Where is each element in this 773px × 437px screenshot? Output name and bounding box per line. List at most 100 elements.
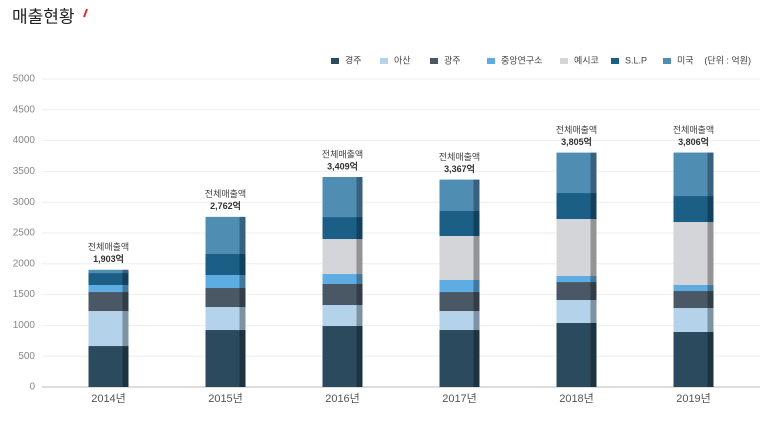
bar-segment — [322, 305, 363, 327]
bar-segment — [673, 308, 714, 332]
y-tick-label: 500 — [18, 351, 35, 362]
bar-shade — [707, 291, 714, 309]
bar-segment — [88, 273, 129, 285]
legend-swatch — [560, 58, 568, 64]
y-tick-label: 3000 — [13, 197, 36, 208]
x-tick-label: 2015년 — [208, 392, 243, 405]
bar-segment — [322, 217, 363, 240]
unit-label: (단위 : 억원) — [704, 54, 751, 65]
bar-shade — [356, 274, 363, 285]
bar-shade — [122, 269, 129, 274]
legend-label: 광주 — [444, 54, 461, 65]
bar-segment — [439, 179, 480, 212]
bar-segment — [673, 284, 714, 292]
bar-shade — [122, 273, 129, 285]
bar-shade — [239, 307, 246, 331]
bar-segment — [205, 275, 246, 289]
legend-label: 미국 — [677, 55, 694, 65]
x-tick-label: 2016년 — [325, 392, 360, 405]
bar-shade — [239, 254, 246, 276]
bar-segment — [88, 269, 129, 274]
bar-segment — [439, 236, 480, 281]
bar-shade — [122, 292, 129, 312]
total-caption: 전체매출액 — [439, 151, 480, 162]
bar-shade — [590, 275, 597, 283]
bar-segment — [205, 330, 246, 387]
bar-shade — [356, 284, 363, 306]
legend-swatch — [663, 58, 671, 64]
bar-shade — [707, 152, 714, 197]
bar-segment — [205, 307, 246, 331]
legend-swatch — [430, 58, 438, 64]
bar-segment — [205, 288, 246, 308]
bar-shade — [473, 330, 480, 387]
y-tick-label: 2500 — [13, 228, 36, 239]
bar-shade — [122, 346, 129, 387]
bar-segment — [673, 222, 714, 285]
bar-shade — [590, 193, 597, 220]
legend-label: S.L.P — [625, 55, 647, 65]
x-tick-label: 2017년 — [442, 392, 477, 405]
bar-shade — [356, 239, 363, 275]
y-tick-label: 0 — [29, 382, 35, 393]
bar-segment — [439, 280, 480, 293]
y-tick-label: 4500 — [13, 104, 36, 115]
total-label: 3,367억 — [444, 163, 475, 174]
bar-segment — [556, 275, 597, 283]
legend-swatch — [611, 58, 619, 64]
bar-segment — [88, 292, 129, 312]
bar-segment — [439, 311, 480, 331]
total-caption: 전체매출액 — [88, 241, 129, 252]
bar-shade — [473, 311, 480, 331]
bar-shade — [122, 284, 129, 293]
bar-shade — [590, 152, 597, 194]
bar-shade — [122, 311, 129, 347]
bar-shade — [707, 284, 714, 292]
bar-shade — [590, 219, 597, 276]
bar-shade — [590, 282, 597, 301]
bar-segment — [88, 284, 129, 293]
legend-label: 아산 — [394, 55, 411, 65]
bar-shade — [356, 305, 363, 327]
bar-shade — [473, 179, 480, 212]
y-tick-label: 1500 — [13, 289, 36, 300]
bar-shade — [473, 280, 480, 293]
y-tick-label: 1000 — [13, 320, 36, 331]
total-label: 1,903억 — [93, 253, 124, 264]
bar-segment — [673, 331, 714, 387]
bar-segment — [556, 322, 597, 387]
total-caption: 전체매출액 — [322, 148, 363, 159]
y-tick-label: 4000 — [13, 135, 36, 146]
bar-shade — [356, 177, 363, 218]
title-accent — [83, 8, 88, 18]
bar-segment — [205, 254, 246, 276]
bar-segment — [88, 346, 129, 387]
legend-label: 예시코 — [574, 55, 599, 65]
legend-label: 중앙연구소 — [501, 54, 542, 65]
bar-segment — [556, 152, 597, 194]
bar-segment — [556, 193, 597, 220]
bar-shade — [356, 326, 363, 387]
bar-segment — [439, 330, 480, 387]
total-caption: 전체매출액 — [556, 124, 597, 135]
bar-segment — [673, 196, 714, 223]
bar-shade — [590, 300, 597, 323]
bar-shade — [239, 330, 246, 387]
legend-swatch — [487, 58, 495, 64]
total-caption: 전체매출액 — [205, 188, 246, 199]
bar-segment — [673, 152, 714, 197]
y-tick-label: 5000 — [13, 74, 36, 85]
bar-shade — [473, 211, 480, 237]
bar-segment — [439, 211, 480, 237]
legend-swatch — [380, 58, 388, 64]
bar-shade — [707, 222, 714, 285]
legend-swatch — [331, 58, 339, 64]
bar-shade — [239, 216, 246, 255]
total-label: 2,762억 — [210, 200, 241, 211]
